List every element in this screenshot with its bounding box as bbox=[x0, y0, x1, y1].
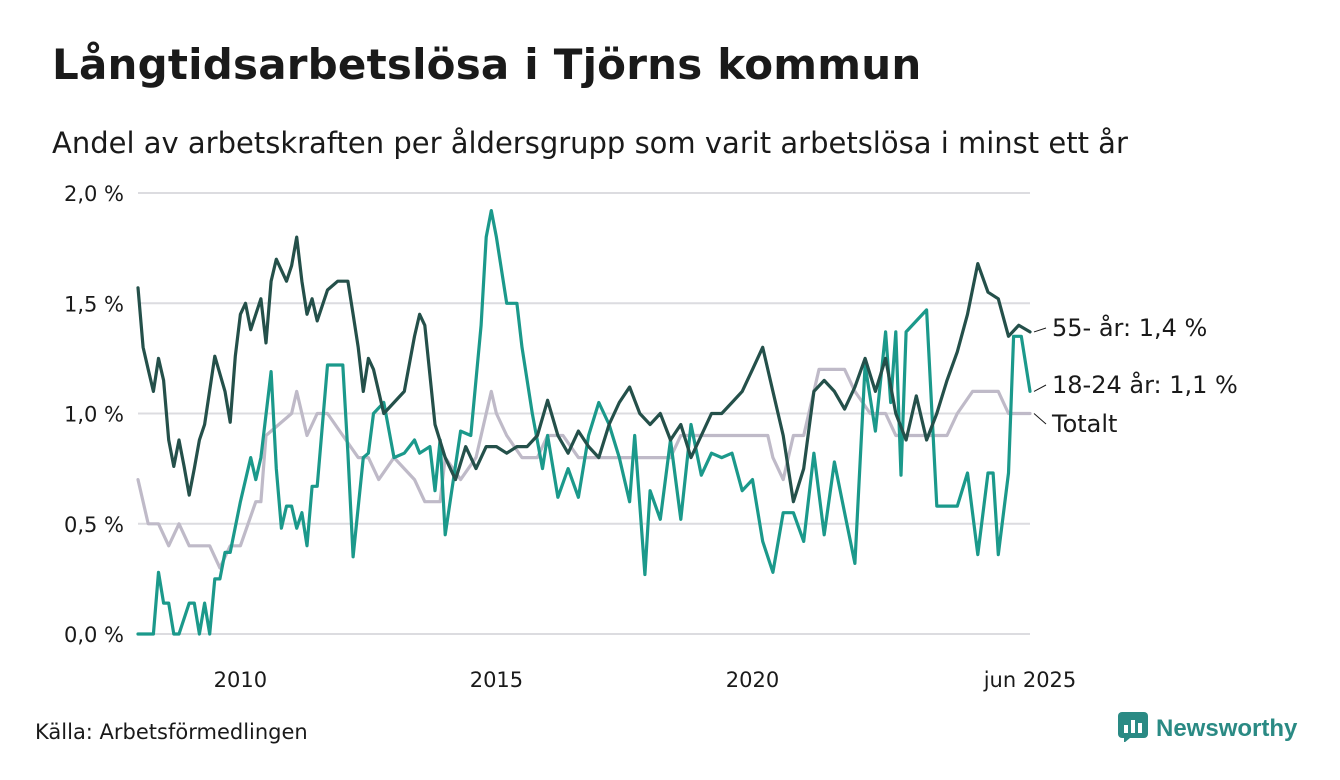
label-leader bbox=[1033, 413, 1047, 425]
y-tick-label: 1,0 % bbox=[64, 403, 124, 427]
source-note: Källa: Arbetsförmedlingen bbox=[35, 720, 308, 744]
y-tick-label: 1,5 % bbox=[64, 292, 124, 316]
bar-chart-icon bbox=[1118, 712, 1148, 746]
y-tick-label: 2,0 % bbox=[64, 182, 124, 206]
brand-name: Newsworthy bbox=[1156, 715, 1298, 742]
label-leader bbox=[1033, 384, 1047, 392]
series-end-label: 55- år: 1,4 % bbox=[1052, 313, 1207, 342]
series-line bbox=[136, 235, 1032, 504]
series-line bbox=[136, 209, 1032, 636]
series-end-label: 18-24 år: 1,1 % bbox=[1052, 370, 1238, 399]
chart-subtitle: Andel av arbetskraften per åldersgrupp s… bbox=[52, 126, 1128, 160]
series-labels: Totalt 18-24 år: 1,1 % 55- år: 1,4 % bbox=[1033, 313, 1238, 438]
y-tick-label: 0,5 % bbox=[64, 513, 124, 537]
label-leader bbox=[1033, 327, 1047, 333]
axis-labels: 0,0 % 0,5 % 1,0 % 1,5 % 2,0 % 2010 2015 2020 jun… bbox=[64, 182, 1076, 692]
x-tick-label: 2020 bbox=[726, 668, 779, 692]
x-tick-label: 2015 bbox=[470, 668, 523, 692]
brand-logo[interactable]: Newsworthy bbox=[1118, 712, 1297, 746]
series-end-label: Totalt bbox=[1051, 410, 1117, 438]
series-lines bbox=[136, 209, 1032, 636]
x-tick-label: jun 2025 bbox=[983, 668, 1077, 692]
chart-title: Långtidsarbetslösa i Tjörns kommun bbox=[52, 40, 922, 89]
x-tick-label: 2010 bbox=[214, 668, 267, 692]
y-tick-label: 0,0 % bbox=[64, 623, 124, 647]
